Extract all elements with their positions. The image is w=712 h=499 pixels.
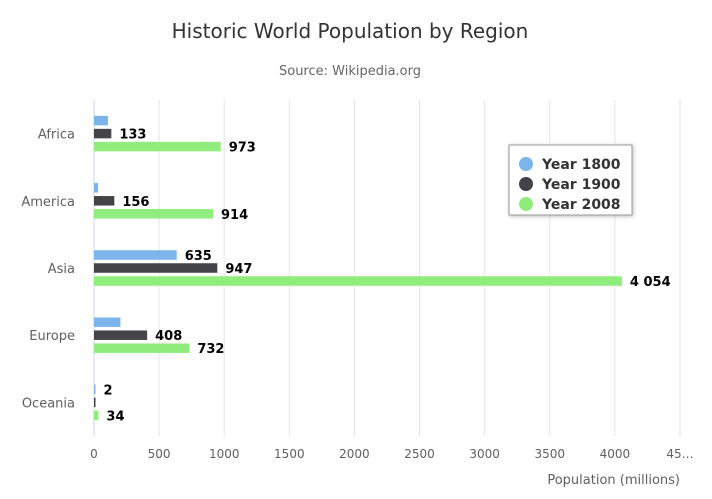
legend-marker-icon bbox=[519, 157, 533, 171]
legend-label: Year 1900 bbox=[541, 177, 621, 193]
legend-marker-icon bbox=[519, 177, 533, 191]
data-label: 914 bbox=[221, 208, 248, 223]
bar-africa-year-1800[interactable] bbox=[94, 115, 108, 126]
value-axis: 0 500 1000 1500 2000 2500 3000 3500 4000 45… bbox=[90, 447, 693, 461]
value-tick-label: 45… bbox=[666, 447, 693, 461]
value-tick-label: 2000 bbox=[339, 447, 370, 461]
value-axis-title: Population (millions) bbox=[547, 473, 680, 488]
data-label: 408 bbox=[155, 329, 182, 344]
category-axis: Africa America Asia Europe Oceania bbox=[21, 128, 75, 412]
data-label: 973 bbox=[229, 141, 256, 156]
value-tick-label: 1000 bbox=[209, 447, 240, 461]
category-label-oceania: Oceania bbox=[22, 396, 75, 411]
data-label: 635 bbox=[185, 249, 212, 264]
bar-africa-year-2008[interactable] bbox=[94, 141, 221, 152]
value-tick-label: 3500 bbox=[535, 447, 566, 461]
bar-oceania-year-1800[interactable] bbox=[94, 384, 96, 395]
bar-asia-year-1800[interactable] bbox=[94, 250, 177, 260]
category-label-europe: Europe bbox=[29, 329, 75, 344]
data-label: 133 bbox=[119, 128, 146, 143]
bar-europe-year-1900[interactable] bbox=[94, 330, 148, 340]
category-label-america: America bbox=[21, 195, 75, 210]
bar-america-year-1900[interactable] bbox=[94, 196, 115, 206]
value-tick-label: 2500 bbox=[404, 447, 435, 461]
bar-america-year-1800[interactable] bbox=[94, 183, 99, 193]
data-label: 947 bbox=[225, 262, 252, 277]
data-label: 4 054 bbox=[630, 275, 671, 290]
value-tick-label: 1500 bbox=[274, 447, 305, 461]
legend-label: Year 1800 bbox=[541, 157, 621, 173]
bar-oceania-year-2008[interactable] bbox=[94, 410, 99, 421]
data-label: 34 bbox=[106, 409, 124, 424]
chart-title: Historic World Population by Region bbox=[172, 19, 529, 43]
data-label: 156 bbox=[122, 195, 149, 210]
value-tick-label: 500 bbox=[148, 447, 171, 461]
legend-item-year-2008[interactable]: Year 2008 bbox=[519, 197, 621, 213]
bar-europe-year-2008[interactable] bbox=[94, 343, 190, 353]
chart-subtitle: Source: Wikipedia.org bbox=[279, 64, 421, 79]
bar-asia-year-2008[interactable] bbox=[94, 276, 622, 286]
value-tick-label: 0 bbox=[90, 447, 98, 461]
bar-africa-year-1900[interactable] bbox=[94, 128, 112, 139]
legend-item-year-1800[interactable]: Year 1800 bbox=[519, 157, 621, 173]
category-label-asia: Asia bbox=[48, 262, 75, 277]
bar-asia-year-1900[interactable] bbox=[94, 263, 218, 273]
bars[interactable] bbox=[94, 115, 622, 421]
data-label: 732 bbox=[197, 342, 224, 357]
bar-europe-year-1800[interactable] bbox=[94, 317, 121, 327]
legend-item-year-1900[interactable]: Year 1900 bbox=[519, 177, 621, 193]
data-labels: 133 973 156 914 635 947 4 054 408 732 2 34 bbox=[104, 128, 671, 425]
legend-label: Year 2008 bbox=[541, 197, 621, 213]
value-tick-label: 4000 bbox=[600, 447, 631, 461]
data-label: 2 bbox=[104, 383, 113, 398]
value-tick-label: 3000 bbox=[469, 447, 500, 461]
legend[interactable]: Year 1800 Year 1900 Year 2008 bbox=[508, 144, 633, 216]
legend-marker-icon bbox=[519, 197, 533, 211]
bar-oceania-year-1900[interactable] bbox=[94, 397, 96, 408]
category-label-africa: Africa bbox=[38, 128, 75, 143]
bar-america-year-2008[interactable] bbox=[94, 209, 214, 219]
